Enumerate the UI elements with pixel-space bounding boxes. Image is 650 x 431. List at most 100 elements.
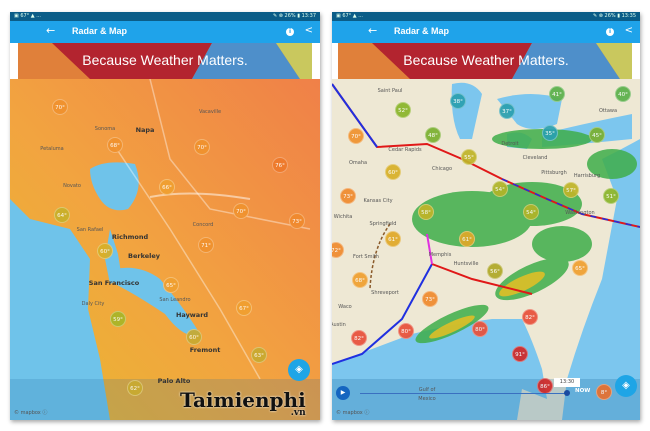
map-place-label: Cleveland	[522, 155, 548, 161]
temperature-map[interactable]: Vacaville Napa Sonoma Petaluma Novato San Raf…	[10, 79, 320, 420]
temperature-bubble[interactable]: 70°	[348, 128, 364, 144]
status-bar: ▣ 67° ▲ ... ✎ ⊗ 26% ▮ 13:35	[332, 12, 640, 21]
temperature-bubble[interactable]: 65°	[163, 277, 179, 293]
play-button[interactable]: ▶	[336, 386, 350, 400]
temperature-bubble[interactable]: 60°	[186, 329, 202, 345]
share-icon[interactable]: <	[624, 25, 633, 36]
temperature-bubble[interactable]: 68°	[352, 272, 368, 288]
temperature-bubble[interactable]: 51°	[603, 188, 619, 204]
banner-text: Because Weather Matters.	[82, 52, 248, 68]
map-place-label: Waco	[338, 304, 352, 310]
status-right: ✎ ⊗ 26% ▮ 13:35	[592, 13, 636, 19]
info-icon[interactable]: i	[286, 28, 294, 36]
temperature-bubble[interactable]: 73°	[289, 213, 305, 229]
map-place-label: Petaluma	[40, 146, 64, 152]
temperature-bubble[interactable]: 64°	[54, 207, 70, 223]
temperature-bubble[interactable]: 45°	[589, 127, 605, 143]
temperature-bubble[interactable]: 71°	[198, 237, 214, 253]
temperature-bubble[interactable]: 70°	[52, 99, 68, 115]
temperature-bubble[interactable]: 58°	[418, 204, 434, 220]
temperature-bubble[interactable]: 65°	[572, 260, 588, 276]
temperature-bubble[interactable]: 80°	[472, 321, 488, 337]
temperature-bubble[interactable]: 62°	[127, 380, 143, 396]
temperature-bubble[interactable]: 91°	[512, 346, 528, 362]
temperature-bubble[interactable]: 80°	[398, 323, 414, 339]
now-label: NOW	[575, 388, 591, 394]
mapbox-attribution[interactable]: © mapbox ⓘ	[336, 410, 370, 416]
map-place-label: San Francisco	[88, 279, 140, 287]
temperature-bubble[interactable]: 54°	[523, 204, 539, 220]
temperature-bubble[interactable]: 86°	[537, 378, 553, 394]
temperature-bubble[interactable]: 66°	[159, 179, 175, 195]
timeline-handle[interactable]	[564, 390, 570, 396]
timeline-track[interactable]	[360, 393, 566, 394]
temperature-bubble[interactable]: 54°	[492, 181, 508, 197]
temperature-bubble[interactable]: 52°	[395, 102, 411, 118]
temperature-bubble[interactable]: 40°	[615, 86, 631, 102]
status-right: ✎ ⊗ 26% ▮ 13:37	[272, 13, 316, 19]
temperature-bubble[interactable]: 73°	[340, 188, 356, 204]
map-place-label: Harrisburg	[573, 173, 601, 179]
temperature-bubble[interactable]: 63°	[251, 347, 267, 363]
ad-banner[interactable]: Because Weather Matters.	[332, 43, 640, 79]
map-place-label: Wichita	[333, 214, 353, 220]
map-place-label: Fort Smith	[353, 254, 379, 260]
temperature-bubble[interactable]: 37°	[499, 103, 515, 119]
back-arrow-icon[interactable]: ←	[46, 24, 56, 37]
temperature-bubble[interactable]: 70°	[233, 203, 249, 219]
temperature-bubble[interactable]: 56°	[487, 263, 503, 279]
map-place-label: Berkeley	[128, 252, 160, 260]
share-icon[interactable]: <	[304, 25, 313, 36]
temperature-bubble[interactable]: 38°	[450, 93, 466, 109]
temperature-bubble[interactable]: 82°	[351, 330, 367, 346]
temperature-bubble[interactable]: 60°	[385, 164, 401, 180]
temperature-bubble[interactable]: 73°	[422, 291, 438, 307]
temperature-bubble[interactable]: 76°	[272, 157, 288, 173]
temperature-bubble[interactable]: 55°	[461, 149, 477, 165]
map-place-label: Cedar Rapids	[388, 147, 422, 153]
taimienphi-watermark-logo: Taimienphi .vn	[180, 388, 306, 418]
temperature-bubble[interactable]: 60°	[97, 243, 113, 259]
temperature-bubble[interactable]: 59°	[110, 311, 126, 327]
now-temperature-bubble: 8°	[596, 384, 612, 400]
layers-icon: ◈	[295, 364, 303, 375]
mapbox-attribution[interactable]: © mapbox ⓘ	[14, 410, 48, 416]
temperature-bubble[interactable]: 68°	[107, 137, 123, 153]
temperature-bubble[interactable]: 61°	[459, 231, 475, 247]
map-place-label: Daly City	[81, 301, 105, 307]
temperature-bubble[interactable]: 41°	[549, 86, 565, 102]
info-icon[interactable]: i	[606, 28, 614, 36]
map-place-label: Kansas City	[363, 198, 393, 204]
banner-text: Because Weather Matters.	[403, 52, 569, 68]
map-place-label: Mexico	[418, 396, 436, 402]
map-place-label: Novato	[63, 183, 81, 189]
app-bar: ← Radar & Map i <	[332, 21, 640, 43]
ad-banner[interactable]: Because Weather Matters.	[10, 43, 320, 79]
map-place-label: Richmond	[111, 233, 149, 241]
map-place-label: San Leandro	[159, 297, 191, 303]
map-place-label: Concord	[192, 222, 214, 228]
temperature-bubble[interactable]: 61°	[385, 231, 401, 247]
left-phone-screen: ▣ 67° ▲ ... ✎ ⊗ 26% ▮ 13:37 ← Radar & Map…	[10, 12, 320, 420]
map-place-label: Detroit	[501, 141, 519, 147]
map-place-label: Austin	[332, 322, 346, 328]
map-place-label: Pittsburgh	[541, 170, 567, 176]
radar-map[interactable]: Saint Paul Omaha Cedar Rapids Chicago Detroi…	[332, 79, 640, 420]
map-place-label: Palo Alto	[157, 377, 191, 385]
map-place-label: Chicago	[431, 166, 453, 172]
temperature-bubble[interactable]: 48°	[425, 127, 441, 143]
map-place-label: Huntsville	[453, 261, 479, 267]
map-place-label: Sonoma	[94, 126, 116, 132]
temperature-bubble[interactable]: 67°	[236, 300, 252, 316]
layers-button[interactable]: ◈	[615, 375, 637, 397]
map-place-label: Ottawa	[598, 108, 618, 114]
layers-button[interactable]: ◈	[288, 359, 310, 381]
back-arrow-icon[interactable]: ←	[368, 24, 378, 37]
temperature-bubble[interactable]: 57°	[563, 182, 579, 198]
temperature-bubble[interactable]: 35°	[542, 125, 558, 141]
temperature-bubble[interactable]: 72°	[332, 242, 344, 258]
map-place-label: Shreveport	[371, 290, 399, 296]
temperature-bubble[interactable]: 82°	[522, 309, 538, 325]
map-place-label: Saint Paul	[377, 88, 403, 94]
temperature-bubble[interactable]: 70°	[194, 139, 210, 155]
